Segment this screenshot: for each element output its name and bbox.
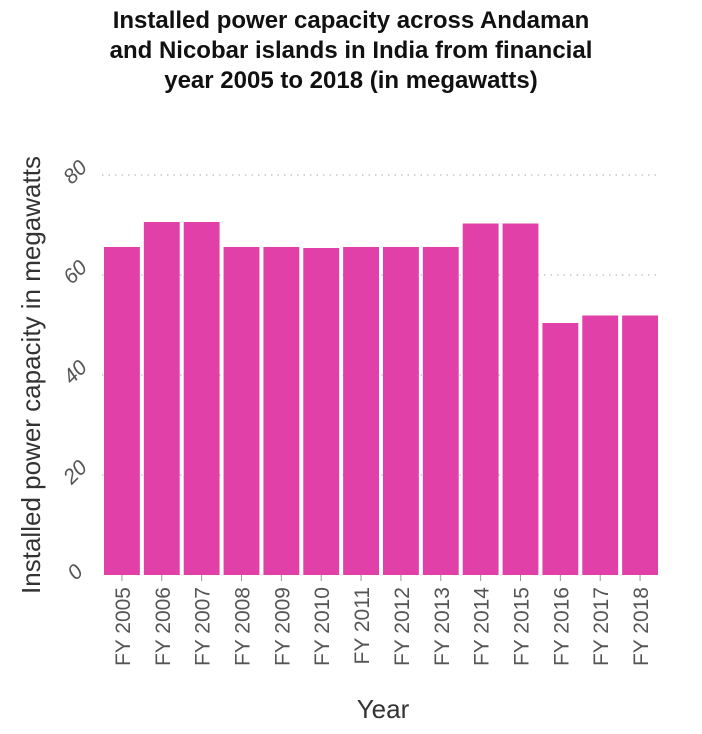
x-tick-label: FY 2018 (630, 587, 653, 666)
bar (582, 315, 619, 575)
x-tick-label: FY 2015 (511, 587, 534, 666)
bar (343, 247, 379, 575)
bar (622, 315, 658, 575)
x-tick-label: FY 2011 (351, 587, 374, 664)
bar (263, 247, 300, 575)
x-tick-label: FY 2016 (550, 587, 573, 666)
y-tick-label: 80 (59, 156, 92, 189)
bars (104, 222, 658, 575)
bar (422, 247, 459, 575)
bar (223, 247, 260, 575)
bar (104, 247, 140, 575)
x-tick-labels: FY 2005 FY 2006 FY 2007 FY 2008 FY 2009 FY 20… (112, 575, 653, 666)
y-tick-labels: 0 20 40 60 80 (58, 156, 92, 585)
bar (542, 323, 579, 575)
bar (183, 222, 220, 575)
x-tick-label: FY 2012 (391, 587, 414, 666)
chart-title-line-1: Installed power capacity across Andaman (112, 7, 590, 34)
chart-title-line-3: year 2005 to 2018 (in megawatts) (164, 67, 538, 94)
y-tick-label: 60 (59, 256, 92, 289)
chart-title: Installed power capacity across Andaman … (0, 6, 702, 96)
y-tick-label: 20 (58, 456, 92, 490)
chart-title-line-2: and Nicobar islands in India from financ… (109, 37, 593, 64)
x-tick-label: FY 2008 (232, 587, 255, 666)
x-tick-label: FY 2009 (271, 587, 294, 666)
bar (383, 247, 419, 575)
x-axis-label: Year (357, 694, 410, 724)
y-tick-label: 0 (63, 560, 88, 585)
y-axis-label: Installed power capacity in megawatts (16, 156, 46, 594)
bar (502, 223, 539, 575)
y-tick-label: 40 (59, 356, 92, 389)
x-tick-label: FY 2007 (192, 587, 215, 666)
bar (143, 222, 180, 575)
bar (462, 223, 499, 575)
x-tick-label: FY 2010 (311, 587, 334, 666)
x-tick-label: FY 2013 (431, 587, 454, 666)
x-tick-label: FY 2017 (590, 587, 613, 666)
bar (303, 248, 340, 575)
x-tick-label: FY 2014 (471, 587, 494, 666)
x-tick-label: FY 2006 (152, 587, 175, 666)
x-tick-label: FY 2005 (112, 587, 135, 666)
